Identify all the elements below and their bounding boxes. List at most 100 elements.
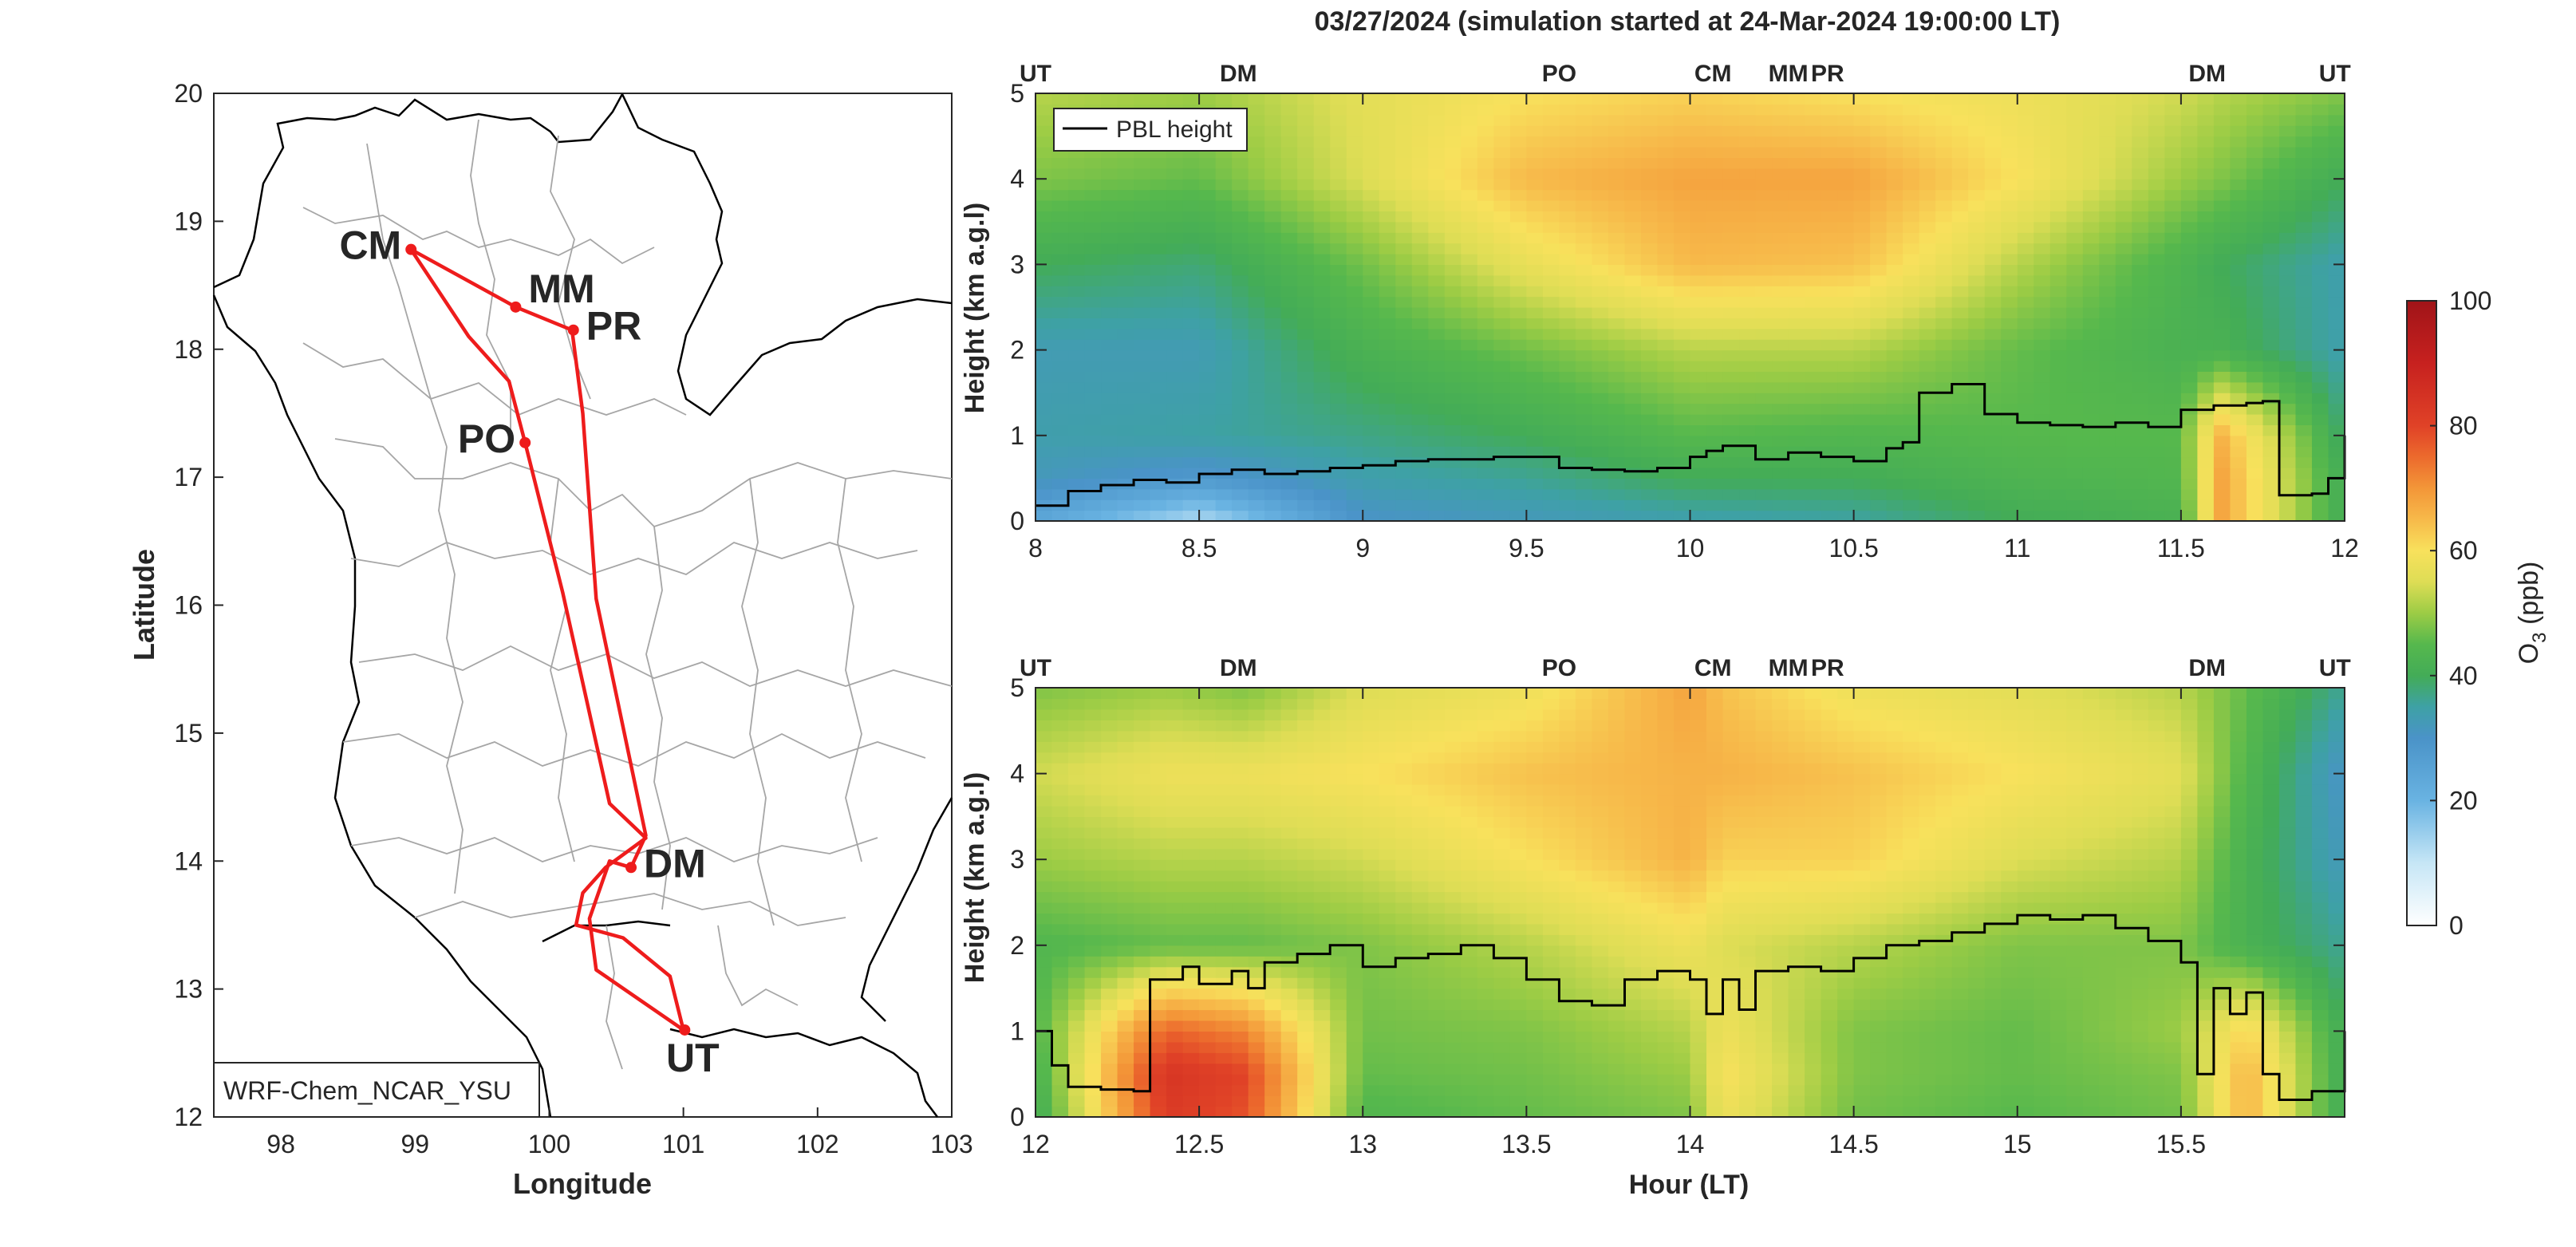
heatmap-cell [1379,136,1396,148]
heatmap-cell [1117,468,1134,479]
heatmap-cell [2017,104,2034,116]
heatmap-cell [1117,956,1134,968]
heatmap-cell [2099,274,2116,286]
heatmap-cell [1722,296,1740,308]
heatmap-cell [1084,510,1102,522]
heatmap-cell [2049,414,2067,425]
heatmap-cell [2197,381,2215,393]
heatmap-cell [1624,296,1642,308]
heatmap-cell [1477,870,1494,882]
heatmap-cell [2180,424,2198,436]
heatmap-cell [1428,381,1446,393]
heatmap-cell [1542,157,1560,169]
heatmap-cell [1199,264,1217,276]
heatmap-cell [2099,349,2116,361]
heatmap-cell [1706,859,1724,871]
heatmap-cell [1297,200,1315,211]
heatmap-cell [1624,923,1642,935]
heatmap-cell [1363,478,1380,490]
heatmap-cell [1935,221,1953,233]
heatmap-cell [1411,307,1429,318]
heatmap-cell [1199,913,1217,925]
heatmap-cell [2197,254,2215,265]
heatmap-cell [1984,435,2002,447]
heatmap-cell [1411,763,1429,775]
heatmap-cell [1772,499,1789,511]
heatmap-cell [1903,179,1920,191]
heatmap-cell [1657,157,1675,169]
heatmap-cell [1084,361,1102,372]
heatmap-cell [1493,264,1511,276]
heatmap-cell [1772,211,1789,223]
heatmap-cell [1657,221,1675,233]
heatmap-cell [1919,478,1936,490]
heatmap-cell [1101,870,1118,882]
heatmap-cell [1444,1052,1462,1064]
heatmap-cell [1330,286,1347,298]
heatmap-cell [1559,318,1576,330]
heatmap-cell [1444,435,1462,447]
heatmap-cell [1673,891,1691,903]
heatmap-cell [1624,339,1642,351]
heatmap-cell [1640,945,1659,957]
heatmap-cell [1248,104,1265,116]
heatmap-cell [1542,999,1560,1011]
heatmap-cell [1084,795,1102,807]
heatmap-cell [2148,339,2165,351]
heatmap-cell [1101,988,1118,1000]
heatmap-cell [1036,93,1053,105]
heatmap-cell [2132,478,2149,490]
heatmap-cell [1722,361,1740,372]
heatmap-cell [2311,499,2329,511]
heatmap-cell [1984,200,2002,211]
heatmap-cell [1739,254,1757,265]
heatmap-cell [1559,708,1576,720]
heatmap-cell [1117,784,1134,796]
top-ylabel: Height (km a.g.l) [960,203,990,413]
heatmap-cell [1101,1063,1118,1075]
heatmap-cell [1673,136,1691,148]
heatmap-cell [1411,147,1429,158]
heatmap-cell [1706,1052,1724,1064]
heatmap-cell [1461,179,1478,191]
heatmap-cell [1739,114,1757,126]
heatmap-cell [1870,286,1888,298]
heatmap-cell [1575,698,1593,710]
heatmap-cell [2328,189,2345,201]
heatmap-cell [1117,923,1134,935]
heatmap-cell [1493,114,1511,126]
heatmap-cell [2295,424,2313,436]
heatmap-cell [1134,870,1151,882]
heatmap-cell [1624,125,1642,137]
heatmap-cell [1346,478,1363,490]
heatmap-cell [2034,446,2051,458]
heatmap-cell [2049,488,2067,500]
heatmap-cell [1101,274,1118,286]
heatmap-cell [1821,435,1838,447]
y-tick-label: 4 [1010,164,1024,193]
heatmap-cell [1984,221,2002,233]
heatmap-cell [2230,381,2247,393]
heatmap-cell [1280,859,1298,871]
heatmap-cell [1150,179,1167,191]
heatmap-cell [1493,816,1511,828]
heatmap-cell [1084,763,1102,775]
heatmap-cell [1313,1020,1331,1032]
heatmap-cell [1051,1074,1069,1086]
heatmap-cell [1542,1063,1560,1075]
heatmap-cell [2213,499,2231,511]
heatmap-cell [1624,318,1642,330]
heatmap-cell [1134,446,1151,458]
heatmap-cell [1608,349,1626,361]
heatmap-cell [1640,859,1659,871]
heatmap-cell [1101,232,1118,244]
heatmap-cell [1477,488,1494,500]
heatmap-cell [1068,784,1086,796]
heatmap-cell [1330,1074,1347,1086]
heatmap-cell [1837,136,1855,148]
heatmap-cell [2311,403,2329,415]
heatmap-cell [1886,189,1903,201]
heatmap-cell [1690,913,1707,925]
heatmap-cell [1313,1063,1331,1075]
heatmap-cell [1624,435,1642,447]
